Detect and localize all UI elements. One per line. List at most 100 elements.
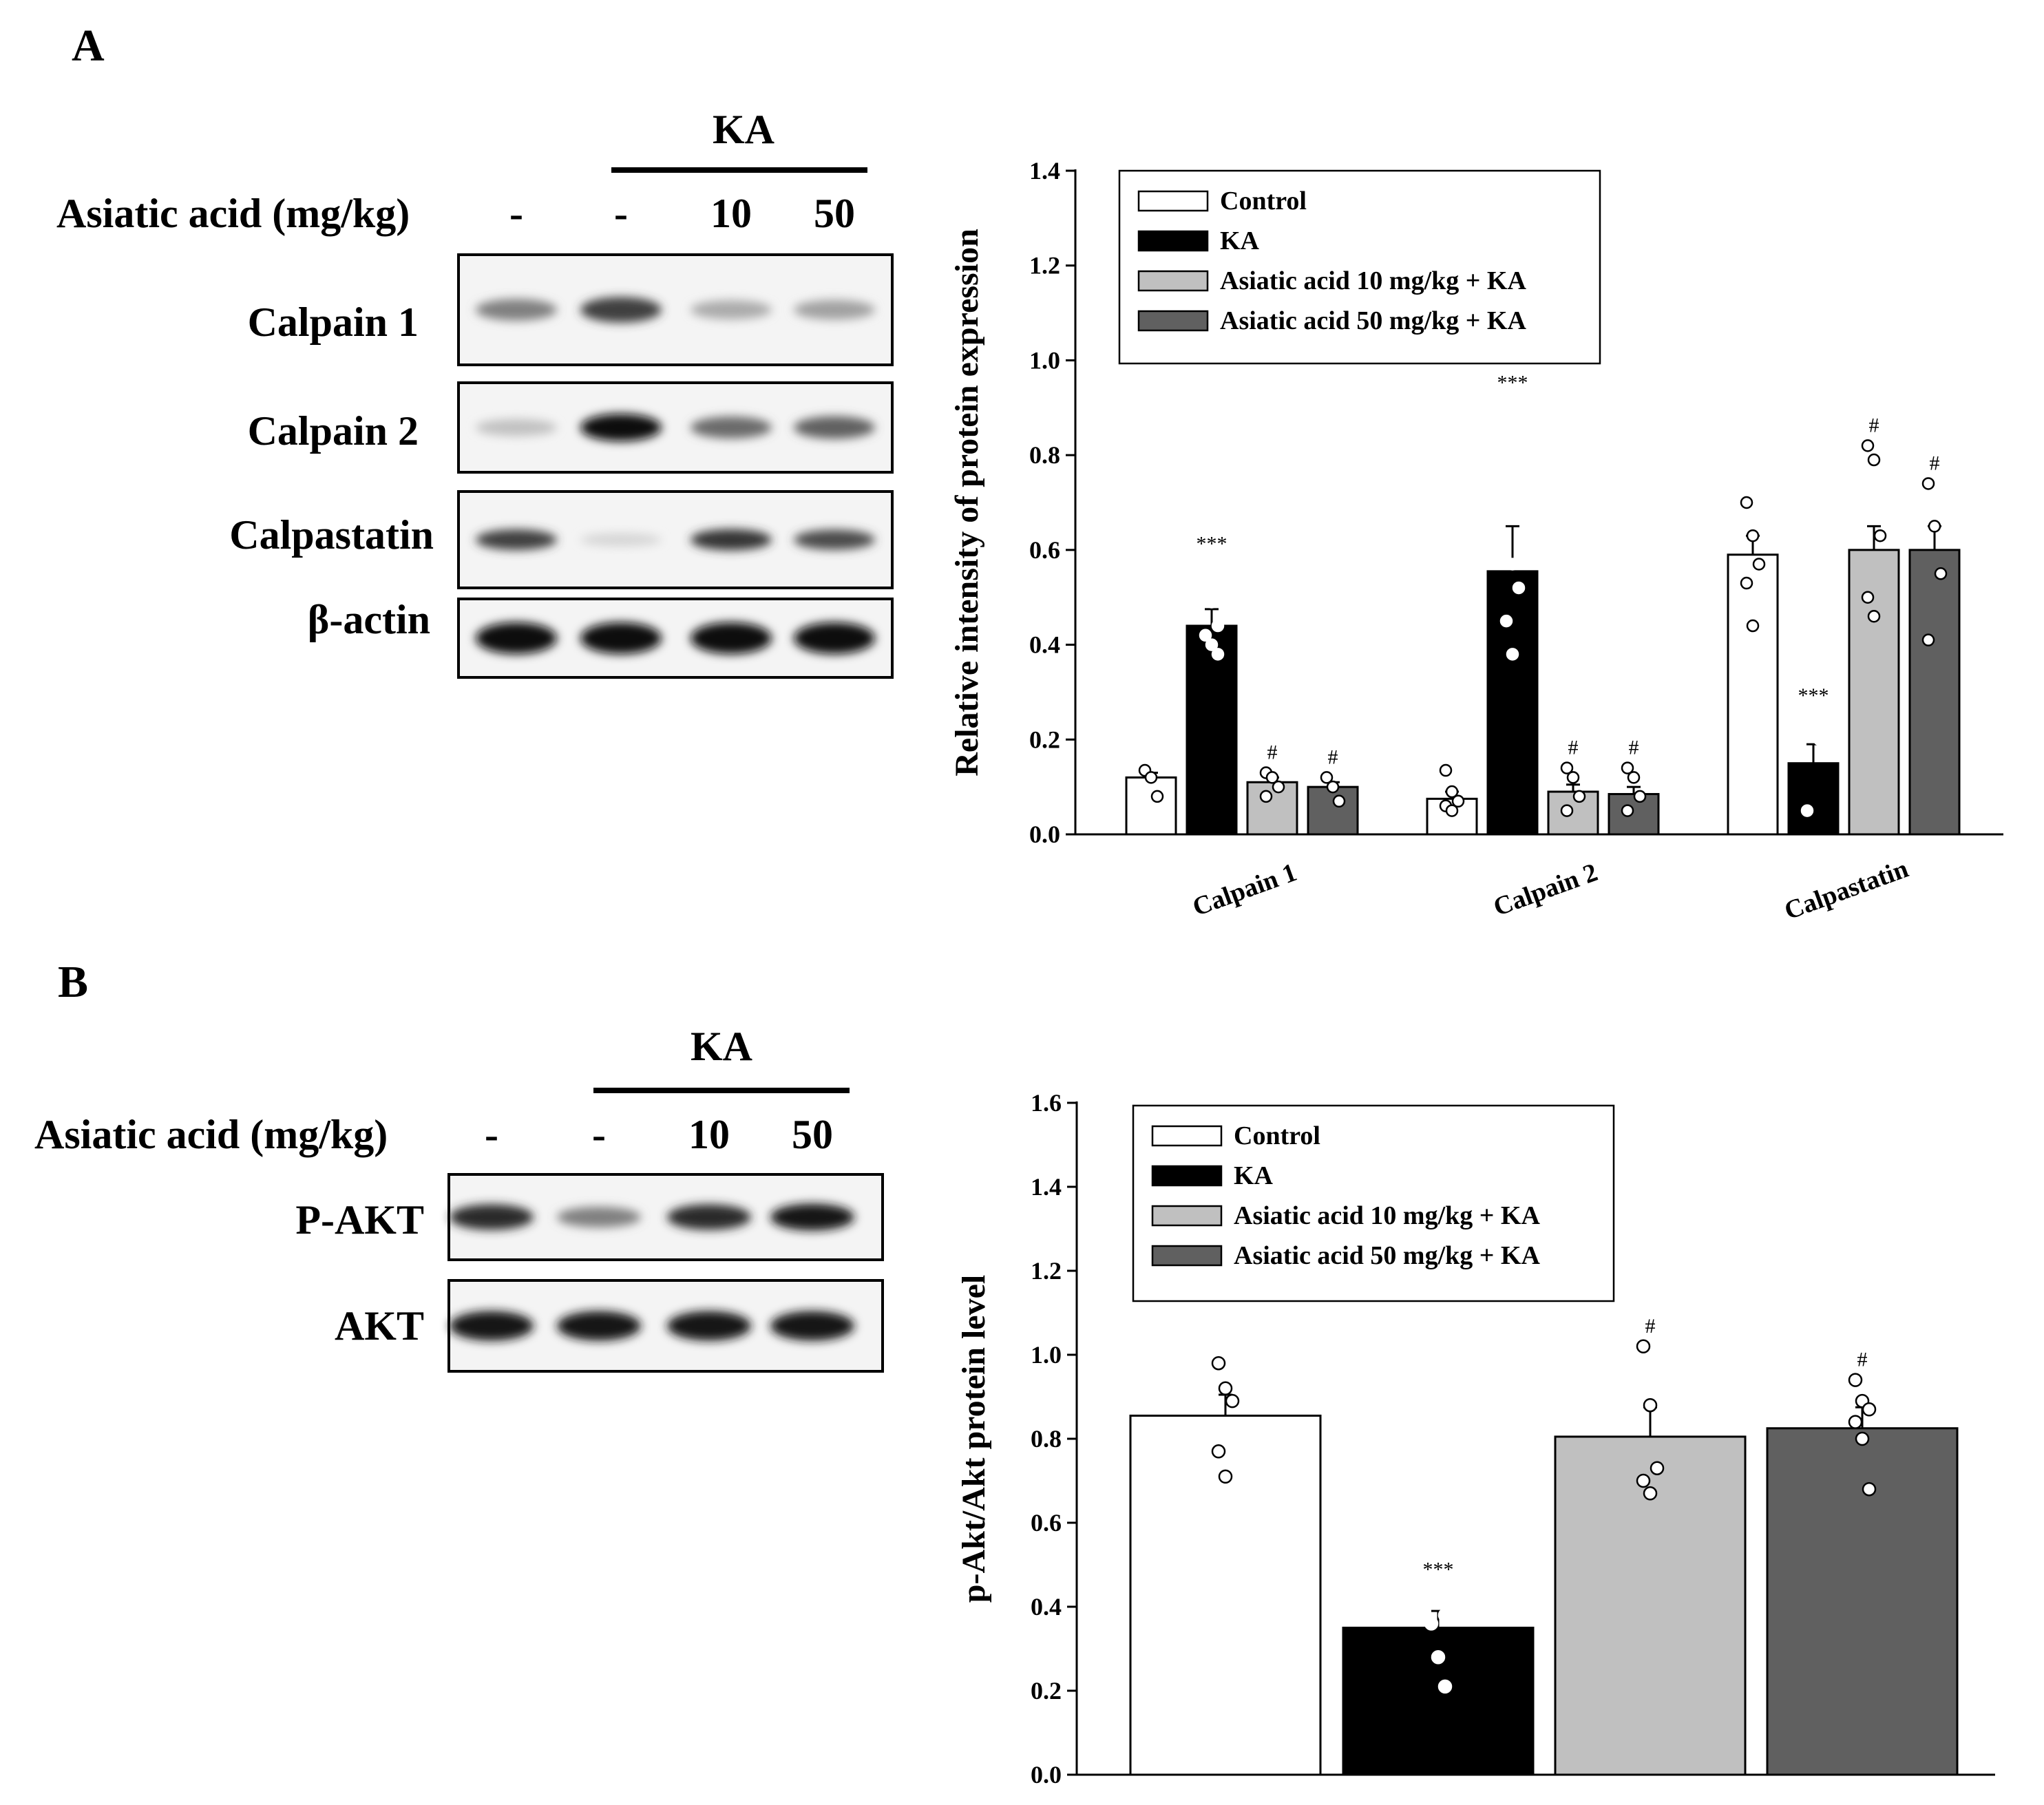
significance-label: # [1645,1315,1656,1338]
data-point [1431,1649,1446,1665]
data-point [1272,780,1285,794]
blot-band [770,1311,854,1341]
data-point [1218,1381,1233,1396]
panel-b-western-blot: KA Asiatic acid (mg/kg) - - 10 50 P-AKT … [34,1024,884,1373]
x-tick-label: Calpain 1 [1189,858,1300,922]
blot-band [580,297,662,323]
blot-band [450,1311,534,1341]
blot-band [580,533,662,547]
panel-a-letter: A [72,21,105,71]
blot-band [450,1204,534,1230]
data-point [1320,771,1334,784]
data-point [1144,771,1158,784]
data-point [1873,529,1887,542]
data-point [1800,804,1814,817]
legend-swatch [1151,1125,1223,1147]
y-tick-label: 0.0 [1031,1761,1062,1788]
y-tick-label: 1.0 [1029,346,1060,374]
data-point [1211,648,1225,661]
panel-a-western-blot: KA Asiatic acid (mg/kg) - - 10 50 Calpai… [56,107,894,679]
significance-label: # [1629,737,1639,759]
blot-band [557,1206,641,1228]
legend-swatch [1151,1165,1223,1187]
blot-band [691,416,772,439]
data-point [1211,619,1225,633]
blot-band [794,529,875,550]
data-point [1506,648,1519,661]
legend-label: Asiatic acid 10 mg/kg + KA [1220,266,1526,295]
data-point [1862,1481,1877,1497]
y-tick-label: 0.2 [1031,1677,1062,1704]
bar [1125,776,1177,836]
y-tick-label: 1.0 [1031,1341,1062,1369]
significance-label: # [1869,414,1879,436]
blot-band [476,419,557,436]
y-tick-label: 0.6 [1031,1509,1062,1537]
panel-a-lane-label: 10 [710,191,752,236]
data-point [1848,1373,1863,1387]
data-point [1862,1402,1877,1417]
blot-row-label: Calpastatin [229,512,434,558]
data-point [1506,558,1519,571]
data-point [1205,638,1219,651]
data-point [1643,1397,1658,1413]
legend-swatch [1137,230,1209,252]
data-point [1861,591,1875,604]
legend-label: KA [1234,1161,1274,1190]
data-point [1332,794,1346,808]
data-point [1150,790,1164,803]
legend-label: KA [1220,226,1260,255]
blot-band [794,299,875,320]
data-point [1205,595,1219,609]
legend-swatch [1137,310,1209,332]
blot-row-label: β-actin [308,597,430,642]
significance-label: # [1568,737,1579,759]
panel-a-lane-label: - [509,191,523,236]
blot-band [794,416,875,439]
data-point [1560,804,1574,817]
bar [1908,549,1961,836]
data-point [1752,558,1766,571]
data-point [1621,761,1634,774]
panel-a-dose-label: Asiatic acid (mg/kg) [56,191,410,236]
y-tick-label: 0.2 [1029,726,1060,753]
legend-label: Asiatic acid 10 mg/kg + KA [1234,1201,1540,1230]
data-point [1512,581,1526,595]
data-point [1439,763,1453,777]
data-point [1451,794,1465,808]
blot-band [476,529,557,551]
data-point [1621,804,1634,817]
blot-band [691,300,772,319]
data-point [1445,785,1459,799]
bar [1848,549,1900,836]
significance-label: # [1930,452,1940,474]
legend-swatch [1137,190,1209,212]
blot-band [794,622,875,654]
data-point [1800,709,1814,723]
bar [1342,1627,1535,1776]
data-point [1867,453,1881,467]
significance-label: # [1857,1349,1868,1371]
panel-b-letter: B [58,957,88,1007]
data-point [1813,733,1826,746]
blot-row-label: Calpain 2 [248,408,419,454]
data-point [1746,529,1760,542]
blot-row-label: Calpain 1 [248,299,419,345]
y-axis-title: Relative intensity of protein expression [949,229,985,777]
legend-swatch [1151,1245,1223,1267]
blot-row-label: P-AKT [295,1197,424,1243]
y-tick-label: 0.4 [1029,631,1060,659]
data-point [1636,1339,1651,1354]
data-point [1431,1591,1446,1606]
data-point [1437,1607,1453,1623]
y-tick-label: 1.2 [1029,252,1060,279]
significance-label: *** [1423,1559,1454,1581]
panel-a-ka-header: KA [713,107,775,152]
y-tick-label: 0.0 [1029,821,1060,848]
blot-band [476,622,557,654]
data-point [1746,619,1760,633]
legend-swatch [1137,270,1209,292]
x-tick-label: Calpastatin [1780,854,1912,926]
blot-band [691,529,772,551]
blot-band [580,622,662,654]
